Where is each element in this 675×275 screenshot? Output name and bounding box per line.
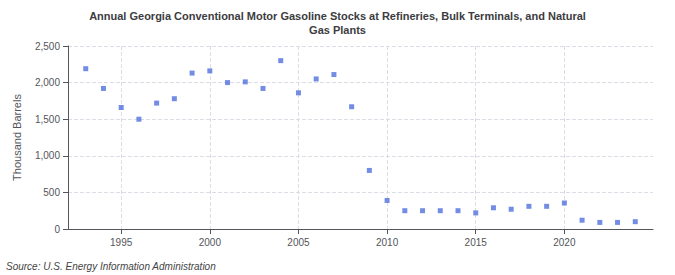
svg-text:1995: 1995 bbox=[110, 237, 133, 248]
svg-text:1,500: 1,500 bbox=[35, 114, 60, 125]
svg-text:2,000: 2,000 bbox=[35, 77, 60, 88]
svg-text:2,500: 2,500 bbox=[35, 41, 60, 52]
svg-text:1,000: 1,000 bbox=[35, 150, 60, 161]
svg-text:2015: 2015 bbox=[465, 237, 488, 248]
svg-text:500: 500 bbox=[43, 187, 60, 198]
svg-text:Annual Georgia Conventional Mo: Annual Georgia Conventional Motor Gasoli… bbox=[89, 10, 586, 22]
svg-text:0: 0 bbox=[54, 224, 60, 235]
svg-text:2000: 2000 bbox=[199, 237, 222, 248]
svg-text:Gas Plants: Gas Plants bbox=[309, 24, 366, 36]
svg-text:Thousand Barrels: Thousand Barrels bbox=[11, 94, 23, 181]
svg-text:Source: U.S. Energy Informatio: Source: U.S. Energy Information Administ… bbox=[6, 261, 216, 272]
svg-text:2010: 2010 bbox=[376, 237, 399, 248]
svg-text:2020: 2020 bbox=[553, 237, 576, 248]
svg-text:2005: 2005 bbox=[287, 237, 310, 248]
